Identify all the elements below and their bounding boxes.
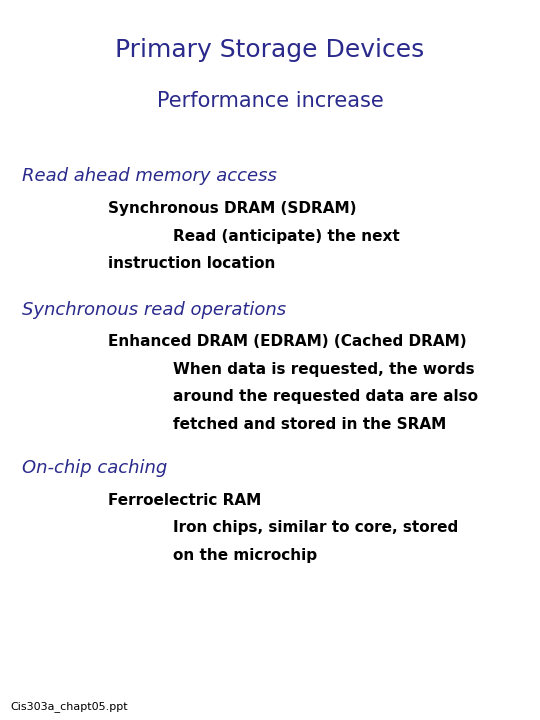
Text: Read ahead memory access: Read ahead memory access — [22, 167, 276, 185]
Text: on the microchip: on the microchip — [173, 548, 317, 562]
Text: Primary Storage Devices: Primary Storage Devices — [116, 38, 424, 63]
Text: Ferroelectric RAM: Ferroelectric RAM — [108, 493, 261, 508]
Text: Enhanced DRAM (EDRAM) (Cached DRAM): Enhanced DRAM (EDRAM) (Cached DRAM) — [108, 335, 467, 349]
Text: Read (anticipate) the next: Read (anticipate) the next — [173, 229, 400, 243]
Text: instruction location: instruction location — [108, 256, 275, 271]
Text: Cis303a_chapt05.ppt: Cis303a_chapt05.ppt — [11, 701, 129, 713]
Text: fetched and stored in the SRAM: fetched and stored in the SRAM — [173, 417, 446, 431]
Text: Synchronous read operations: Synchronous read operations — [22, 301, 286, 318]
Text: Performance increase: Performance increase — [157, 91, 383, 111]
Text: around the requested data are also: around the requested data are also — [173, 390, 478, 404]
Text: Synchronous DRAM (SDRAM): Synchronous DRAM (SDRAM) — [108, 202, 356, 216]
Text: On-chip caching: On-chip caching — [22, 459, 167, 477]
Text: Iron chips, similar to core, stored: Iron chips, similar to core, stored — [173, 521, 458, 535]
Text: When data is requested, the words: When data is requested, the words — [173, 362, 475, 377]
